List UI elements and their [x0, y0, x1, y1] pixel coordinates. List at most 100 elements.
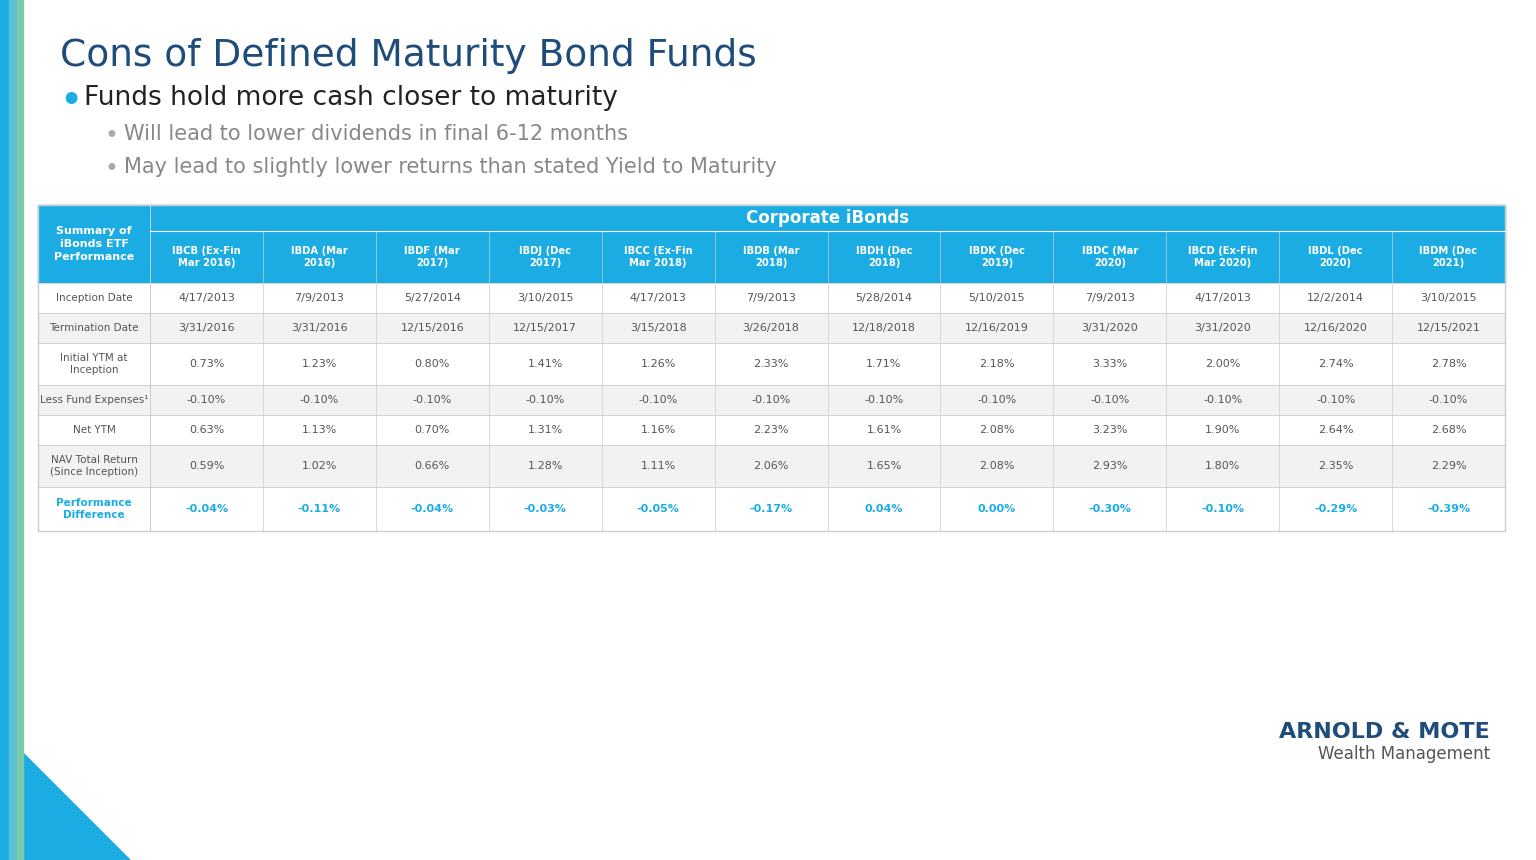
Text: 3.23%: 3.23% [1092, 425, 1127, 435]
Text: -0.03%: -0.03% [524, 504, 567, 514]
Bar [151, 283, 263, 313]
Text: 3/31/2016: 3/31/2016 [178, 323, 235, 333]
Bar [38, 415, 151, 445]
Text: Termination Date: Termination Date [49, 323, 138, 333]
Text: 1.28%: 1.28% [527, 461, 564, 471]
Bar [1166, 283, 1279, 313]
Bar [38, 205, 151, 283]
Bar [1054, 385, 1166, 415]
Text: Corporate iBonds: Corporate iBonds [746, 209, 909, 227]
Text: 4/17/2013: 4/17/2013 [1195, 293, 1252, 303]
Bar [940, 343, 1054, 385]
Bar [38, 385, 151, 415]
Bar [1392, 313, 1505, 343]
Text: 2.00%: 2.00% [1206, 359, 1241, 369]
Text: 2.08%: 2.08% [978, 461, 1015, 471]
Bar [940, 385, 1054, 415]
Bar [1054, 313, 1166, 343]
Text: Wealth Management: Wealth Management [1318, 745, 1490, 763]
Bar [828, 415, 940, 445]
Text: -0.04%: -0.04% [184, 504, 227, 514]
Text: 5/10/2015: 5/10/2015 [969, 293, 1025, 303]
Text: Will lead to lower dividends in final 6-12 months: Will lead to lower dividends in final 6-… [124, 124, 628, 144]
Text: IBDC (Mar
2020): IBDC (Mar 2020) [1081, 246, 1138, 268]
Text: 0.66%: 0.66% [415, 461, 450, 471]
Bar [1392, 445, 1505, 487]
Bar [714, 313, 828, 343]
Text: 5/28/2014: 5/28/2014 [856, 293, 912, 303]
Bar [488, 487, 602, 531]
Bar [1166, 445, 1279, 487]
Bar [940, 445, 1054, 487]
Text: -0.30%: -0.30% [1089, 504, 1130, 514]
Text: Funds hold more cash closer to maturity: Funds hold more cash closer to maturity [84, 85, 617, 111]
Bar [1054, 445, 1166, 487]
Bar [1166, 415, 1279, 445]
Text: 0.70%: 0.70% [415, 425, 450, 435]
Bar [602, 283, 714, 313]
Bar [38, 445, 151, 487]
Text: 0.00%: 0.00% [978, 504, 1015, 514]
Text: 12/16/2020: 12/16/2020 [1304, 323, 1367, 333]
Text: IBDJ (Dec
2017): IBDJ (Dec 2017) [519, 246, 571, 268]
Bar [1054, 343, 1166, 385]
Bar [1392, 415, 1505, 445]
Text: 0.80%: 0.80% [415, 359, 450, 369]
Text: 1.26%: 1.26% [641, 359, 676, 369]
Polygon shape [0, 730, 131, 860]
Text: Net YTM: Net YTM [72, 425, 115, 435]
Text: -0.10%: -0.10% [1201, 504, 1244, 514]
Text: 2.35%: 2.35% [1318, 461, 1353, 471]
Bar [1392, 487, 1505, 531]
Text: 1.31%: 1.31% [527, 425, 562, 435]
Bar [1279, 445, 1392, 487]
Bar [1166, 385, 1279, 415]
Text: -0.10%: -0.10% [751, 395, 791, 405]
Bar [151, 415, 263, 445]
Bar [17, 0, 23, 860]
Text: 1.23%: 1.23% [301, 359, 336, 369]
Bar [263, 385, 376, 415]
Bar [151, 205, 1505, 231]
Bar [151, 231, 1505, 283]
Text: •: • [60, 85, 81, 118]
Text: 2.68%: 2.68% [1432, 425, 1467, 435]
Bar [263, 415, 376, 445]
Bar [376, 313, 488, 343]
Text: -0.04%: -0.04% [410, 504, 453, 514]
Text: IBDM (Dec
2021): IBDM (Dec 2021) [1419, 246, 1478, 268]
Text: IBCD (Ex-Fin
Mar 2020): IBCD (Ex-Fin Mar 2020) [1187, 246, 1258, 268]
Text: 12/15/2021: 12/15/2021 [1416, 323, 1481, 333]
Bar [828, 283, 940, 313]
Bar [602, 385, 714, 415]
Text: 0.63%: 0.63% [189, 425, 224, 435]
Bar [602, 343, 714, 385]
Bar [151, 343, 263, 385]
Bar [38, 283, 151, 313]
Text: -0.10%: -0.10% [525, 395, 565, 405]
Bar [376, 283, 488, 313]
Bar [376, 343, 488, 385]
Text: 12/15/2017: 12/15/2017 [513, 323, 578, 333]
Bar [828, 445, 940, 487]
Bar [1392, 385, 1505, 415]
Bar [828, 487, 940, 531]
Bar [828, 385, 940, 415]
Bar [376, 487, 488, 531]
Bar [940, 487, 1054, 531]
Bar [488, 415, 602, 445]
Bar [488, 283, 602, 313]
Text: 2.78%: 2.78% [1430, 359, 1467, 369]
Bar [263, 487, 376, 531]
Text: 2.29%: 2.29% [1430, 461, 1467, 471]
Text: 12/16/2019: 12/16/2019 [965, 323, 1029, 333]
Bar [263, 283, 376, 313]
Text: 1.13%: 1.13% [301, 425, 336, 435]
Bar [1392, 343, 1505, 385]
Bar [38, 205, 1505, 531]
Text: IBDK (Dec
2019): IBDK (Dec 2019) [969, 246, 1025, 268]
Bar [488, 445, 602, 487]
Text: 4/17/2013: 4/17/2013 [178, 293, 235, 303]
Text: 0.59%: 0.59% [189, 461, 224, 471]
Bar [1279, 343, 1392, 385]
